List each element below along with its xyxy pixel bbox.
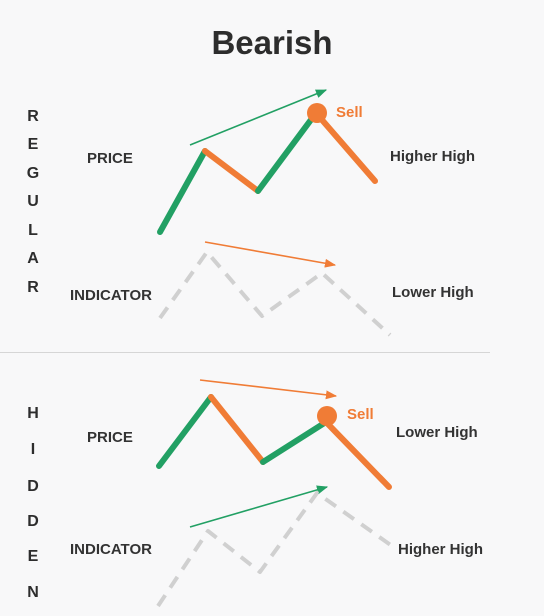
- hidden-indicator-trend-arrow: [189, 485, 329, 528]
- hidden-price-down-segment: [323, 419, 392, 490]
- hidden-indicator-label: INDICATOR: [70, 541, 152, 558]
- regular-price-up-segment: [255, 110, 319, 194]
- regular-letter: R: [27, 108, 39, 125]
- hidden-price-down-segment: [208, 394, 266, 465]
- hidden-indicator-line: [156, 491, 394, 608]
- hidden-price-note: Lower High: [396, 424, 478, 441]
- hidden-price-trend-arrow: [199, 379, 338, 400]
- regular-letter: E: [27, 136, 39, 153]
- regular-indicator-label: INDICATOR: [70, 287, 152, 304]
- regular-indicator-trend-arrow: [204, 241, 337, 268]
- hidden-price-up-segment: [260, 419, 329, 465]
- regular-price-trend-arrow: [189, 89, 328, 146]
- hidden-letter: H: [27, 405, 39, 422]
- hidden-sell-dot: [317, 406, 337, 426]
- hidden-letter: I: [30, 441, 36, 458]
- regular-sell-label: Sell: [336, 104, 363, 121]
- page-title: Bearish: [211, 24, 333, 61]
- hidden-sell-label: Sell: [347, 406, 374, 423]
- regular-indicator-note: Lower High: [392, 284, 474, 301]
- regular-letter: A: [27, 250, 39, 267]
- hidden-letter: D: [27, 478, 39, 495]
- regular-price-down-segment: [202, 148, 261, 194]
- hidden-indicator-note: Higher High: [398, 541, 483, 558]
- hidden-price-up-segment: [156, 394, 214, 469]
- regular-sell-dot: [307, 103, 327, 123]
- regular-price-down-segment: [313, 110, 378, 184]
- regular-price-up-segment: [157, 148, 208, 235]
- section-divider: [0, 352, 490, 353]
- hidden-price-label: PRICE: [87, 429, 133, 446]
- hidden-letter: E: [27, 548, 39, 565]
- regular-price-note: Higher High: [390, 148, 475, 165]
- hidden-letter: N: [27, 584, 39, 601]
- regular-letter: U: [27, 193, 39, 210]
- hidden-letter: D: [27, 513, 39, 530]
- regular-letter: L: [28, 222, 38, 239]
- regular-price-label: PRICE: [87, 150, 133, 167]
- regular-indicator-line: [158, 250, 392, 337]
- regular-letter: R: [27, 279, 39, 296]
- regular-letter: G: [26, 165, 40, 182]
